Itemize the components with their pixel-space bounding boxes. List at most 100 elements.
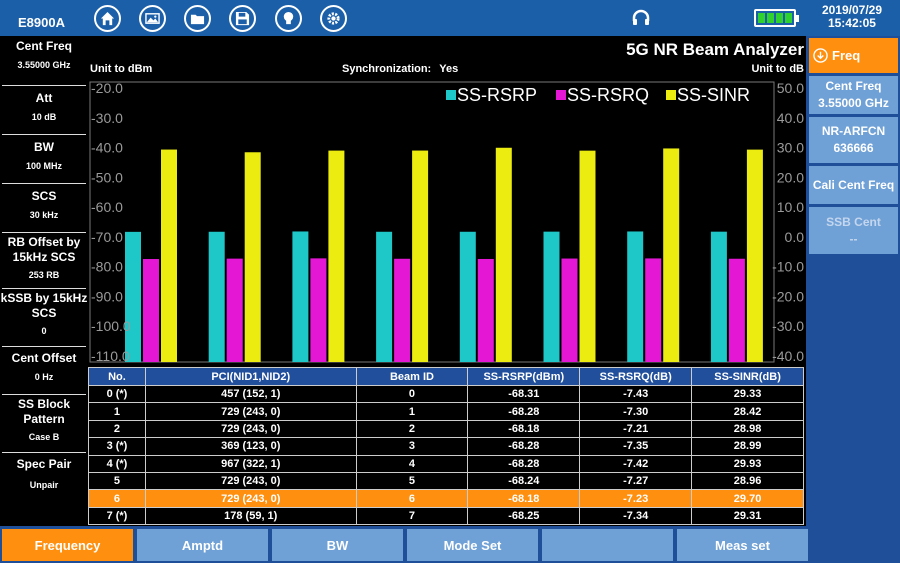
param-label: SCS (31, 189, 57, 203)
left-tick-label: -80.0 (91, 259, 123, 275)
left-tick-label: -40.0 (91, 140, 123, 156)
ss-sinr-bar (495, 147, 512, 362)
table-cell: 729 (243, 0) (144, 402, 357, 421)
param-value: Case B (28, 432, 60, 442)
ss-rsrq-bar (561, 258, 578, 362)
right-tick-label: 40.0 (777, 110, 804, 126)
param-label: RB Offset by 15kHz SCS (7, 235, 81, 264)
cent-freq-button[interactable]: Cent Freq 3.55000 GHz (809, 76, 898, 114)
freq-menu-button[interactable]: Freq (809, 38, 898, 73)
param-value: 253 RB (28, 270, 60, 280)
table-row[interactable]: 3 (*) 369 (123, 0) 3 -68.28 -7.35 28.99 (88, 437, 804, 456)
menu-bw[interactable]: BW (272, 529, 403, 561)
param-att[interactable]: Att 10 dB (0, 91, 88, 122)
hint-button[interactable] (275, 5, 302, 32)
main-area: 5G NR Beam Analyzer Unit to dBm Synchron… (88, 36, 806, 526)
menu-frequency[interactable]: Frequency (2, 529, 133, 561)
table-row[interactable]: 5 729 (243, 0) 5 -68.24 -7.27 28.96 (88, 471, 804, 491)
table-cell: 6 (88, 489, 146, 508)
ss-rsrp-bar (627, 231, 644, 362)
image-button[interactable] (139, 5, 166, 32)
save-button[interactable] (229, 5, 256, 32)
table-row[interactable]: 7 (*) 178 (59, 1) 7 -68.25 -7.34 29.31 (88, 506, 804, 526)
right-tick-label: -10.0 (772, 259, 804, 275)
ss-rsrp-bar (710, 231, 727, 362)
cali-cent-freq-label: Cali Cent Freq (812, 177, 895, 192)
ss-rsrq-bar (728, 258, 745, 362)
beam-table: No. PCI(NID1,NID2) Beam ID SS-RSRP(dBm) … (88, 367, 804, 526)
ss-rsrp-bar (459, 231, 476, 362)
table-cell: -7.23 (579, 489, 693, 508)
param-label: Cent Freq (15, 39, 72, 53)
param-bw[interactable]: BW 100 MHz (0, 140, 88, 171)
ss-rsrp-bar (125, 231, 141, 362)
model-name: E8900A (18, 15, 65, 30)
col-rsrp-header: SS-RSRP(dBm) (467, 367, 581, 386)
table-cell: 1 (355, 402, 469, 421)
table-row[interactable]: 1 729 (243, 0) 1 -68.28 -7.30 28.42 (88, 402, 804, 421)
nr-arfcn-label: NR-ARFCN (821, 124, 886, 138)
left-tick-label: -30.0 (91, 110, 123, 126)
folder-button[interactable] (184, 5, 211, 32)
left-unit-label: Unit to dBm (90, 63, 153, 75)
menu-mode-set[interactable]: Mode Set (407, 529, 538, 561)
headset-icon[interactable] (630, 7, 652, 29)
col-beam-id-header: Beam ID (355, 367, 469, 386)
param-cent-freq[interactable]: Cent Freq 3.55000 GHz (0, 39, 88, 70)
table-cell: -7.43 (579, 384, 693, 404)
param-spec-pair[interactable]: Spec Pair Unpair (0, 457, 88, 490)
right-unit-label: Unit to dB (751, 63, 804, 75)
right-tick-label: -40.0 (772, 348, 804, 364)
table-row[interactable]: 0 (*) 457 (152, 1) 0 -68.31 -7.43 29.33 (88, 384, 804, 404)
param-kssb[interactable]: kSSB by 15kHz SCS 0 (0, 291, 88, 336)
table-header-row: No. PCI(NID1,NID2) Beam ID SS-RSRP(dBm) … (88, 367, 804, 386)
right-tick-label: 0.0 (785, 229, 805, 245)
table-cell: -68.18 (467, 489, 581, 508)
legend-label: SS-RSRQ (567, 85, 649, 105)
param-value: 0 Hz (34, 372, 54, 382)
menu-meas-set[interactable]: Meas set (677, 529, 808, 561)
table-cell: 0 (*) (88, 384, 146, 404)
sync-label: Synchronization: (342, 63, 432, 75)
table-cell: 0 (355, 384, 469, 404)
table-row[interactable]: 2 729 (243, 0) 2 -68.18 -7.21 28.98 (88, 419, 804, 439)
param-value: 3.55000 GHz (17, 60, 71, 70)
menu-empty[interactable] (542, 529, 673, 561)
table-cell: 729 (243, 0) (144, 419, 357, 439)
table-cell: 29.93 (691, 454, 804, 473)
ssb-cent-button[interactable]: SSB Cent -- (809, 207, 898, 254)
col-no-header: No. (88, 367, 146, 386)
table-row[interactable]: 6 729 (243, 0) 6 -68.18 -7.23 29.70 (88, 489, 804, 508)
ss-rsrp-bar (292, 231, 309, 362)
parameter-panel: Cent Freq 3.55000 GHz Att 10 dB BW 100 M… (0, 36, 88, 526)
table-row[interactable]: 4 (*) 967 (322, 1) 4 -68.28 -7.42 29.93 (88, 454, 804, 473)
table-cell: 4 (355, 454, 469, 473)
ss-sinr-bar (161, 149, 177, 362)
col-pci-header: PCI(NID1,NID2) (144, 367, 357, 386)
ss-sinr-bar (579, 150, 596, 362)
ss-rsrq-bar (310, 258, 327, 362)
softkey-panel: Freq Cent Freq 3.55000 GHz NR-ARFCN 6366… (806, 36, 900, 526)
left-tick-label: -90.0 (91, 288, 123, 304)
nr-arfcn-button[interactable]: NR-ARFCN 636666 (809, 117, 898, 163)
table-cell: 4 (*) (88, 454, 146, 473)
param-value: 30 kHz (29, 210, 59, 220)
top-bar: E8900A 2019/07/29 15:42:05 (0, 0, 900, 36)
home-button[interactable] (94, 5, 121, 32)
settings-button[interactable] (320, 5, 347, 32)
ss-rsrp-bar (208, 231, 225, 362)
table-cell: -7.30 (579, 402, 693, 421)
param-rb-offset[interactable]: RB Offset by 15kHz SCS 253 RB (0, 235, 88, 280)
param-ss-block-pattern[interactable]: SS Block Pattern Case B (0, 397, 88, 442)
table-cell: 7 (355, 506, 469, 526)
param-cent-offset[interactable]: Cent Offset 0 Hz (0, 351, 88, 382)
menu-amptd[interactable]: Amptd (137, 529, 268, 561)
param-label: BW (34, 140, 54, 154)
table-cell: 5 (88, 471, 146, 491)
table-cell: 28.96 (691, 471, 804, 491)
cali-cent-freq-button[interactable]: Cali Cent Freq (809, 166, 898, 204)
divider (2, 394, 86, 395)
param-scs[interactable]: SCS 30 kHz (0, 189, 88, 220)
divider (2, 134, 86, 135)
legend-label: SS-RSRP (457, 85, 537, 105)
